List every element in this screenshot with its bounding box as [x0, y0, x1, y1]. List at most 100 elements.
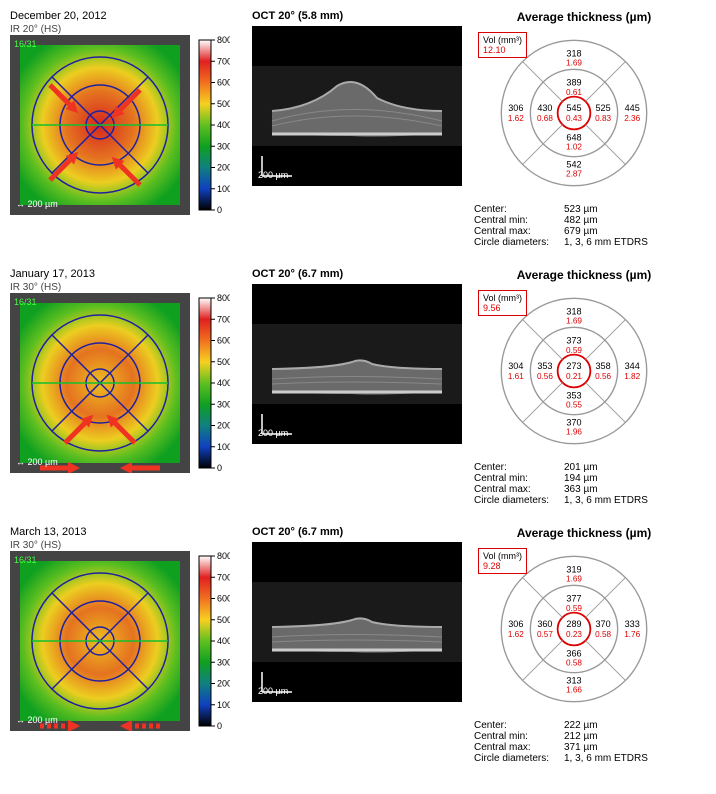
- thickness-title: Average thickness (µm): [474, 10, 694, 24]
- svg-text:2.36: 2.36: [624, 114, 640, 123]
- svg-text:0.59: 0.59: [566, 346, 582, 355]
- etdrs-diagram: Vol (mm³) 9.28 289 0.23 377 0.59 366 0.5…: [474, 544, 674, 714]
- svg-text:318: 318: [566, 307, 581, 317]
- svg-text:0.43: 0.43: [566, 114, 582, 123]
- svg-text:300: 300: [217, 657, 230, 667]
- fundus-image: 16/31 ↔ 200 µm 800 700 600 500 400 300 2…: [10, 293, 190, 473]
- svg-text:0.55: 0.55: [566, 400, 582, 409]
- svg-text:360: 360: [537, 619, 552, 629]
- svg-text:400: 400: [217, 120, 230, 130]
- svg-text:700: 700: [217, 314, 230, 324]
- colorbar: 800 700 600 500 400 300 200 100 0: [195, 35, 230, 215]
- svg-text:300: 300: [217, 399, 230, 409]
- svg-text:542: 542: [566, 160, 581, 170]
- svg-text:353: 353: [537, 361, 552, 371]
- thickness-title: Average thickness (µm): [474, 526, 694, 540]
- oct-title: OCT 20° (5.8 mm): [252, 10, 462, 22]
- svg-text:200: 200: [217, 421, 230, 431]
- svg-text:0.68: 0.68: [537, 114, 553, 123]
- svg-text:1.69: 1.69: [566, 59, 582, 68]
- colorbar: 800 700 600 500 400 300 200 100 0: [195, 551, 230, 731]
- scan-number: 16/31: [14, 297, 37, 307]
- svg-text:545: 545: [566, 103, 581, 113]
- svg-text:318: 318: [566, 49, 581, 59]
- svg-text:1.69: 1.69: [566, 317, 582, 326]
- svg-text:500: 500: [217, 99, 230, 109]
- svg-text:100: 100: [217, 700, 230, 710]
- oct-image: 200 µm: [252, 284, 462, 444]
- svg-text:800: 800: [217, 293, 230, 303]
- svg-text:400: 400: [217, 636, 230, 646]
- svg-text:600: 600: [217, 594, 230, 604]
- fundus-panel: January 17, 2013 IR 30° (HS): [10, 268, 240, 506]
- svg-text:200: 200: [217, 163, 230, 173]
- svg-text:1.96: 1.96: [566, 428, 582, 437]
- svg-text:370: 370: [566, 418, 581, 428]
- fundus-panel: December 20, 2012 IR 20° (HS): [10, 10, 240, 248]
- svg-text:2.87: 2.87: [566, 170, 582, 179]
- svg-text:0: 0: [217, 205, 222, 215]
- svg-text:313: 313: [566, 676, 581, 686]
- scan-number: 16/31: [14, 39, 37, 49]
- thickness-panel: Average thickness (µm) Vol (mm³) 9.56 27…: [474, 268, 694, 506]
- svg-text:0.56: 0.56: [595, 372, 611, 381]
- svg-text:0.58: 0.58: [566, 658, 582, 667]
- svg-text:430: 430: [537, 103, 552, 113]
- scan-date: March 13, 2013: [10, 526, 240, 538]
- svg-text:358: 358: [596, 361, 611, 371]
- scan-date: January 17, 2013: [10, 268, 240, 280]
- fundus-image: 16/31 ↔ 200 µm 800 700 600 500 400 300 2…: [10, 551, 190, 731]
- oct-scale-bar: 200 µm: [258, 428, 288, 438]
- svg-text:306: 306: [508, 619, 523, 629]
- svg-text:600: 600: [217, 336, 230, 346]
- svg-text:306: 306: [508, 103, 523, 113]
- scan-number: 16/31: [14, 555, 37, 565]
- svg-text:373: 373: [566, 336, 581, 346]
- svg-text:377: 377: [566, 594, 581, 604]
- svg-text:319: 319: [566, 565, 581, 575]
- oct-panel: OCT 20° (5.8 mm) 200 µm: [252, 10, 462, 248]
- oct-panel: OCT 20° (6.7 mm) 200 µm: [252, 526, 462, 764]
- svg-text:400: 400: [217, 378, 230, 388]
- svg-text:1.02: 1.02: [566, 142, 582, 151]
- etdrs-diagram: Vol (mm³) 12.10 545 0.43 389 0.61 648 1.…: [474, 28, 674, 198]
- thickness-panel: Average thickness (µm) Vol (mm³) 12.10 5…: [474, 10, 694, 248]
- svg-text:1.82: 1.82: [624, 372, 640, 381]
- scale-bar: ↔ 200 µm: [16, 457, 58, 467]
- svg-text:200: 200: [217, 679, 230, 689]
- oct-image: 200 µm: [252, 542, 462, 702]
- fundus-image: 16/31 ↔ 200 µm 800 700 600 500 400 300 2…: [10, 35, 190, 215]
- svg-text:0.83: 0.83: [595, 114, 611, 123]
- svg-text:0.56: 0.56: [537, 372, 553, 381]
- svg-text:1.62: 1.62: [508, 630, 524, 639]
- svg-text:289: 289: [566, 619, 581, 629]
- svg-text:100: 100: [217, 184, 230, 194]
- scale-bar: ↔ 200 µm: [16, 199, 58, 209]
- volume-box: Vol (mm³) 12.10: [478, 32, 527, 58]
- svg-text:0: 0: [217, 463, 222, 473]
- oct-title: OCT 20° (6.7 mm): [252, 526, 462, 538]
- svg-text:0.59: 0.59: [566, 604, 582, 613]
- oct-title: OCT 20° (6.7 mm): [252, 268, 462, 280]
- stats-block: Center:201 µm Central min:194 µm Central…: [474, 462, 694, 506]
- svg-text:0.61: 0.61: [566, 88, 582, 97]
- oct-panel: OCT 20° (6.7 mm) 200 µm: [252, 268, 462, 506]
- svg-text:1.61: 1.61: [508, 372, 524, 381]
- oct-scale-bar: 200 µm: [258, 170, 288, 180]
- svg-text:800: 800: [217, 551, 230, 561]
- scan-row: January 17, 2013 IR 30° (HS): [10, 268, 716, 506]
- svg-text:525: 525: [596, 103, 611, 113]
- svg-text:600: 600: [217, 78, 230, 88]
- svg-text:700: 700: [217, 572, 230, 582]
- thickness-heatmap: [20, 303, 180, 463]
- stats-block: Center:523 µm Central min:482 µm Central…: [474, 204, 694, 248]
- scan-date: December 20, 2012: [10, 10, 240, 22]
- svg-text:0: 0: [217, 721, 222, 731]
- svg-text:0.58: 0.58: [595, 630, 611, 639]
- volume-box: Vol (mm³) 9.28: [478, 548, 527, 574]
- svg-text:370: 370: [596, 619, 611, 629]
- svg-text:500: 500: [217, 357, 230, 367]
- volume-box: Vol (mm³) 9.56: [478, 290, 527, 316]
- svg-text:300: 300: [217, 141, 230, 151]
- ir-label: IR 30° (HS): [10, 540, 240, 551]
